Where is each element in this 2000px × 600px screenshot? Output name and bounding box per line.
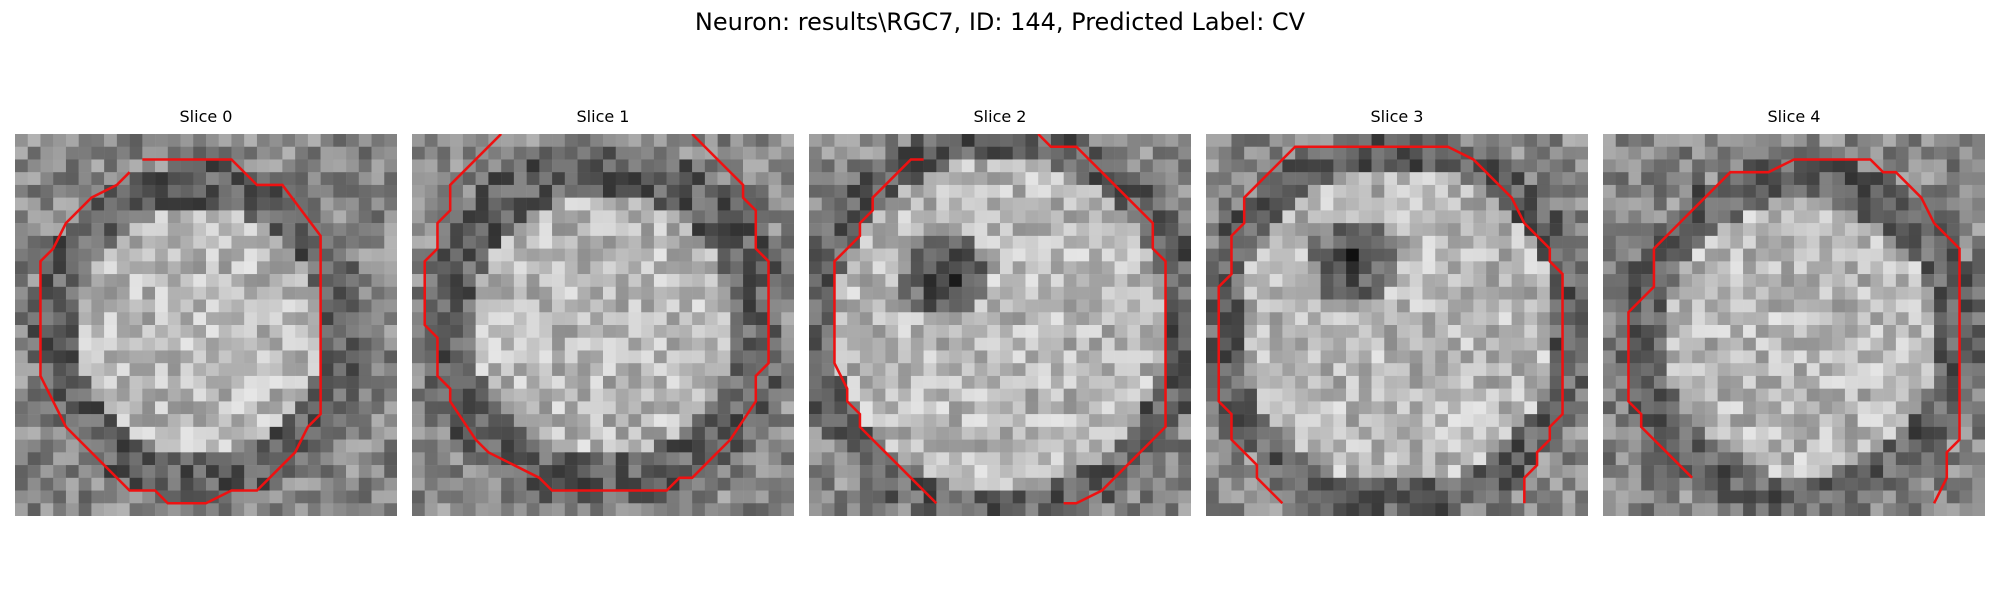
cell-contour-3: [1217, 145, 1564, 505]
slice-pixels-1: [412, 134, 794, 516]
cell-contour-1: [423, 134, 770, 492]
slice-title-3: Slice 3: [1370, 107, 1424, 126]
slice-panel-row: Slice 0 Slice 1 Slice 2 Slice 3 Slice 4: [15, 106, 1985, 516]
slice-pixels-3: [1206, 134, 1588, 516]
figure-title: Neuron: results\RGC7, ID: 144, Predicted…: [694, 8, 1306, 36]
slice-title-1: Slice 1: [576, 107, 630, 126]
slice-panel-3: Slice 3: [1206, 106, 1588, 516]
slice-panel-0: Slice 0: [15, 106, 397, 516]
slice-image-3: [1206, 134, 1588, 516]
cell-contour-2: [833, 158, 938, 505]
slice-pixels-2: [809, 134, 1191, 516]
cell-contour-0: [39, 158, 322, 505]
slice-panel-2: Slice 2: [809, 106, 1191, 516]
slice-image-0: [15, 134, 397, 516]
slice-pixels-0: [15, 134, 397, 516]
cell-contour-4: [1627, 158, 1961, 504]
slice-title-4: Slice 4: [1767, 107, 1821, 126]
slice-image-1: [412, 134, 794, 516]
slice-title-2: Slice 2: [973, 107, 1027, 126]
slice-panel-4: Slice 4: [1603, 106, 1985, 516]
slice-pixels-4: [1603, 134, 1985, 516]
slice-panel-1: Slice 1: [412, 106, 794, 516]
cell-contour-2b: [1037, 134, 1167, 505]
slice-image-4: [1603, 134, 1985, 516]
slice-title-0: Slice 0: [179, 107, 233, 126]
slice-image-2: [809, 134, 1191, 516]
